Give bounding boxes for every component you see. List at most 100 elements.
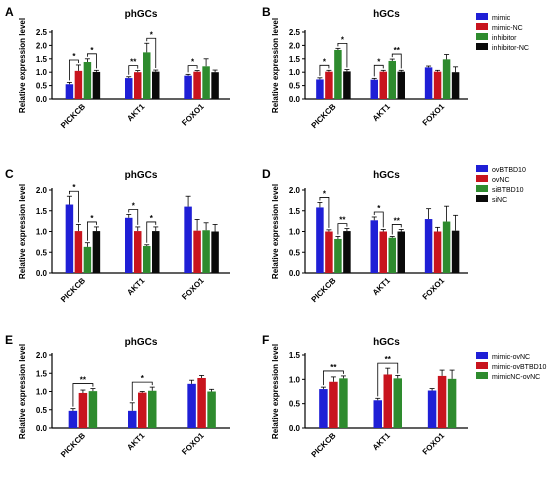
y-tick-label: 2.0 <box>36 186 48 195</box>
y-tick-label: 2.0 <box>289 41 301 50</box>
legend-swatch <box>476 185 488 192</box>
significance-bracket <box>377 362 399 397</box>
bar <box>65 84 74 99</box>
y-tick-label: 0.5 <box>36 82 48 91</box>
bar <box>383 374 392 428</box>
bar <box>447 378 457 428</box>
significance-label: ** <box>330 363 337 372</box>
bar <box>65 204 74 273</box>
legend-label: ovNC <box>492 177 510 184</box>
bar <box>433 71 442 99</box>
significance-bracket <box>69 59 79 81</box>
bar <box>128 410 137 428</box>
significance-label: * <box>90 46 94 55</box>
y-tick-label: 0.0 <box>36 95 48 104</box>
bar <box>370 220 378 273</box>
significance-label: * <box>377 57 381 66</box>
bar <box>125 78 133 99</box>
y-tick-label: 0.5 <box>36 248 48 257</box>
bar <box>88 391 98 428</box>
bar <box>152 71 160 99</box>
legend-label: inhibitor-NC <box>492 45 529 52</box>
bar <box>193 230 201 273</box>
legend-label: mimic-NC <box>492 25 523 32</box>
y-tick-label: 0.5 <box>289 82 301 91</box>
bar <box>316 207 324 273</box>
bar <box>424 219 433 273</box>
legend-label: mimic-ovBTBD10 <box>492 364 547 371</box>
significance-bracket <box>87 53 97 69</box>
y-tick-label: 0.5 <box>289 248 301 257</box>
chart-title: phGCs <box>125 170 158 181</box>
x-tick-label: FOXO1 <box>421 276 447 302</box>
x-tick-label: AKT1 <box>125 431 147 453</box>
significance-bracket <box>319 64 330 76</box>
legend-label: mimic <box>492 15 511 22</box>
significance-label: ** <box>339 216 346 225</box>
significance-label: * <box>72 52 76 61</box>
bar <box>442 221 451 273</box>
y-tick-label: 1.0 <box>36 228 48 237</box>
panel-letter: D <box>262 167 271 181</box>
chart-title: phGCs <box>125 9 158 20</box>
bar <box>343 231 351 273</box>
bar <box>319 389 328 428</box>
y-tick-label: 0.0 <box>36 424 48 433</box>
bar <box>74 70 83 99</box>
bar <box>184 206 192 273</box>
panel-letter: A <box>5 5 14 19</box>
significance-label: * <box>323 189 327 198</box>
y-tick-label: 1.5 <box>289 351 301 360</box>
x-tick-label: FOXO1 <box>421 431 447 457</box>
bar <box>433 231 442 273</box>
legend-label: siNC <box>492 197 507 204</box>
y-tick-label: 0.0 <box>36 269 48 278</box>
bar <box>92 231 101 273</box>
y-tick-label: 2.0 <box>36 41 48 50</box>
x-tick-label: AKT1 <box>371 431 393 453</box>
significance-label: * <box>72 183 76 192</box>
significance-label: ** <box>394 46 401 55</box>
bar <box>197 377 206 428</box>
y-tick-label: 2.5 <box>36 28 48 37</box>
legend-swatch <box>476 362 488 369</box>
bar <box>152 231 160 273</box>
significance-bracket <box>146 221 157 243</box>
legend-swatch <box>476 195 488 202</box>
bar <box>207 391 216 428</box>
significance-label: * <box>132 201 136 210</box>
y-tick-label: 1.0 <box>289 375 301 384</box>
bar <box>379 231 387 273</box>
significance-label: * <box>377 204 381 213</box>
y-tick-label: 2.0 <box>36 351 48 360</box>
legend-swatch <box>476 372 488 379</box>
significance-bracket <box>391 53 402 69</box>
significance-bracket <box>146 37 157 69</box>
bar <box>316 79 324 99</box>
bar <box>211 72 219 99</box>
bar <box>187 383 196 428</box>
chart-title: hGCs <box>373 9 400 20</box>
significance-label: ** <box>80 376 87 385</box>
bar <box>92 71 101 99</box>
significance-label: * <box>150 214 154 223</box>
y-tick-label: 1.5 <box>289 55 301 64</box>
y-tick-label: 1.0 <box>36 388 48 397</box>
significance-bracket <box>187 65 198 73</box>
y-tick-label: 2.5 <box>289 28 301 37</box>
bar <box>451 230 460 273</box>
significance-bracket <box>131 381 153 401</box>
panel-letter: C <box>5 167 14 181</box>
significance-label: * <box>141 374 145 383</box>
significance-bracket <box>72 383 94 407</box>
x-tick-label: PICKCB <box>310 431 338 459</box>
x-tick-label: PICKCB <box>59 431 87 459</box>
y-axis-label: Relative expression level <box>18 18 27 113</box>
y-axis-label: Relative expression level <box>18 184 27 279</box>
bar <box>437 375 447 428</box>
bar <box>397 71 405 99</box>
